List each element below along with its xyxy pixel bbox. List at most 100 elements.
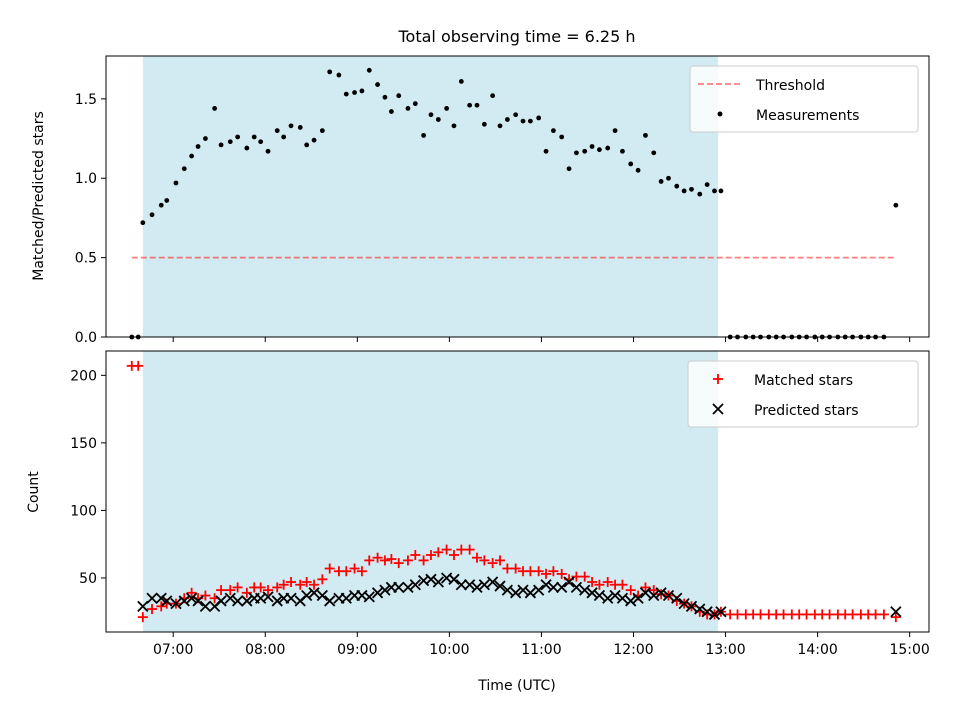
bottom-xtick-label: 08:00 xyxy=(245,642,285,658)
measurement-point xyxy=(666,175,671,181)
measurement-point xyxy=(467,102,473,108)
matched-star-point xyxy=(487,558,498,569)
measurement-point xyxy=(559,134,565,140)
measurement-point xyxy=(327,69,333,75)
measurement-point xyxy=(421,132,427,138)
predicted-star-point xyxy=(137,600,149,612)
measurement-point xyxy=(643,132,648,138)
matched-star-point xyxy=(133,360,144,371)
matched-star-point xyxy=(263,585,274,596)
matched-star-point xyxy=(579,571,590,582)
measurement-point xyxy=(352,90,357,95)
measurement-point xyxy=(597,147,602,153)
measurement-point xyxy=(712,188,717,194)
bottom-xtick-label: 10:00 xyxy=(429,642,469,658)
top-observing-interval-shade xyxy=(142,56,719,337)
predicted-star-point xyxy=(685,600,698,612)
matched-star-point xyxy=(464,544,475,555)
predicted-star-point xyxy=(593,589,606,602)
bottom-panel: 07:00 08:00 09:00 10:00 11:00 12:00 13:00 14:00… xyxy=(26,350,930,694)
measurement-point xyxy=(140,220,146,226)
measurement-point xyxy=(359,88,365,94)
measurement-point xyxy=(244,145,250,151)
matched-star-point xyxy=(386,554,397,565)
predicted-star-point xyxy=(890,606,902,618)
matched-star-point xyxy=(393,558,404,569)
matched-star-point xyxy=(495,555,506,566)
measurement-point xyxy=(628,161,634,167)
measurement-point xyxy=(164,198,170,203)
matched-star-point xyxy=(286,577,297,588)
predicted-star-point xyxy=(324,595,336,607)
predicted-star-point xyxy=(662,589,675,602)
matched-star-point xyxy=(587,577,598,588)
predicted-star-point xyxy=(494,580,506,592)
predicted-star-point xyxy=(501,584,514,596)
predicted-star-point xyxy=(632,592,644,604)
matched-star-point xyxy=(147,604,158,615)
matched-star-point xyxy=(625,585,636,596)
measurement-point xyxy=(311,137,317,143)
measurement-point xyxy=(504,117,510,122)
predicted-star-point xyxy=(262,591,274,603)
predicted-star-point xyxy=(533,584,545,596)
measurement-point xyxy=(288,123,294,129)
predicted-star-point xyxy=(648,589,660,602)
predicted-star-point xyxy=(708,608,721,621)
matched-star-point xyxy=(548,566,559,577)
measurement-point xyxy=(589,144,595,149)
bottom-plot-frame xyxy=(105,350,930,633)
top-legend: Threshold Measurements xyxy=(689,65,919,133)
legend-predicted-label: Predicted stars xyxy=(754,403,859,419)
bottom-legend: Matched stars Predicted stars xyxy=(687,360,919,428)
predicted-star-point xyxy=(425,573,437,585)
predicted-star-point xyxy=(478,579,490,591)
predicted-star-point xyxy=(155,592,167,604)
measurement-point xyxy=(474,102,480,108)
matched-star-point xyxy=(255,582,266,593)
matched-star-point xyxy=(137,612,148,623)
matched-star-point xyxy=(533,566,544,577)
top-ytick-label: 0.0 xyxy=(75,330,97,346)
measurement-point xyxy=(497,123,503,129)
measurement-point xyxy=(689,186,694,192)
matched-star-point xyxy=(556,568,567,579)
legend-predicted-swatch xyxy=(712,403,724,415)
measurement-point xyxy=(520,118,526,124)
bottom-xtick-label: 07:00 xyxy=(153,642,193,658)
measurement-point xyxy=(435,117,441,122)
predicted-star-point xyxy=(471,581,483,594)
measurement-point xyxy=(527,118,533,124)
measurement-point xyxy=(444,105,450,111)
predicted-star-point xyxy=(146,592,158,604)
measurement-point xyxy=(235,134,241,140)
predicted-star-point xyxy=(192,595,204,607)
matched-star-point xyxy=(471,552,482,563)
matched-star-point xyxy=(241,587,252,598)
predicted-star-point xyxy=(409,579,421,591)
predicted-star-point xyxy=(432,576,444,588)
predicted-star-point xyxy=(285,592,297,604)
predicted-star-point xyxy=(586,587,598,599)
measurement-point xyxy=(612,128,618,134)
matched-star-point xyxy=(216,585,227,596)
matched-star-point xyxy=(278,579,289,590)
matched-star-point xyxy=(301,577,312,588)
predicted-star-point xyxy=(379,584,391,596)
measurement-point xyxy=(382,94,388,100)
matched-star-point xyxy=(372,552,383,563)
measurement-point xyxy=(605,145,611,151)
matched-star-point xyxy=(448,549,459,560)
predicted-star-point xyxy=(463,579,476,591)
matched-star-point xyxy=(232,582,243,593)
legend-matched-label: Matched stars xyxy=(754,373,853,389)
measurement-point xyxy=(490,93,496,99)
predicted-star-point xyxy=(271,595,283,607)
measurement-point xyxy=(274,128,280,134)
matched-star-point xyxy=(309,579,320,590)
measurement-point xyxy=(681,188,687,194)
top-ylabel: Matched/Predicted stars xyxy=(31,111,47,281)
predicted-star-point xyxy=(579,584,591,596)
top-ytick-label: 1.0 xyxy=(75,171,97,187)
measurement-point xyxy=(551,128,556,134)
